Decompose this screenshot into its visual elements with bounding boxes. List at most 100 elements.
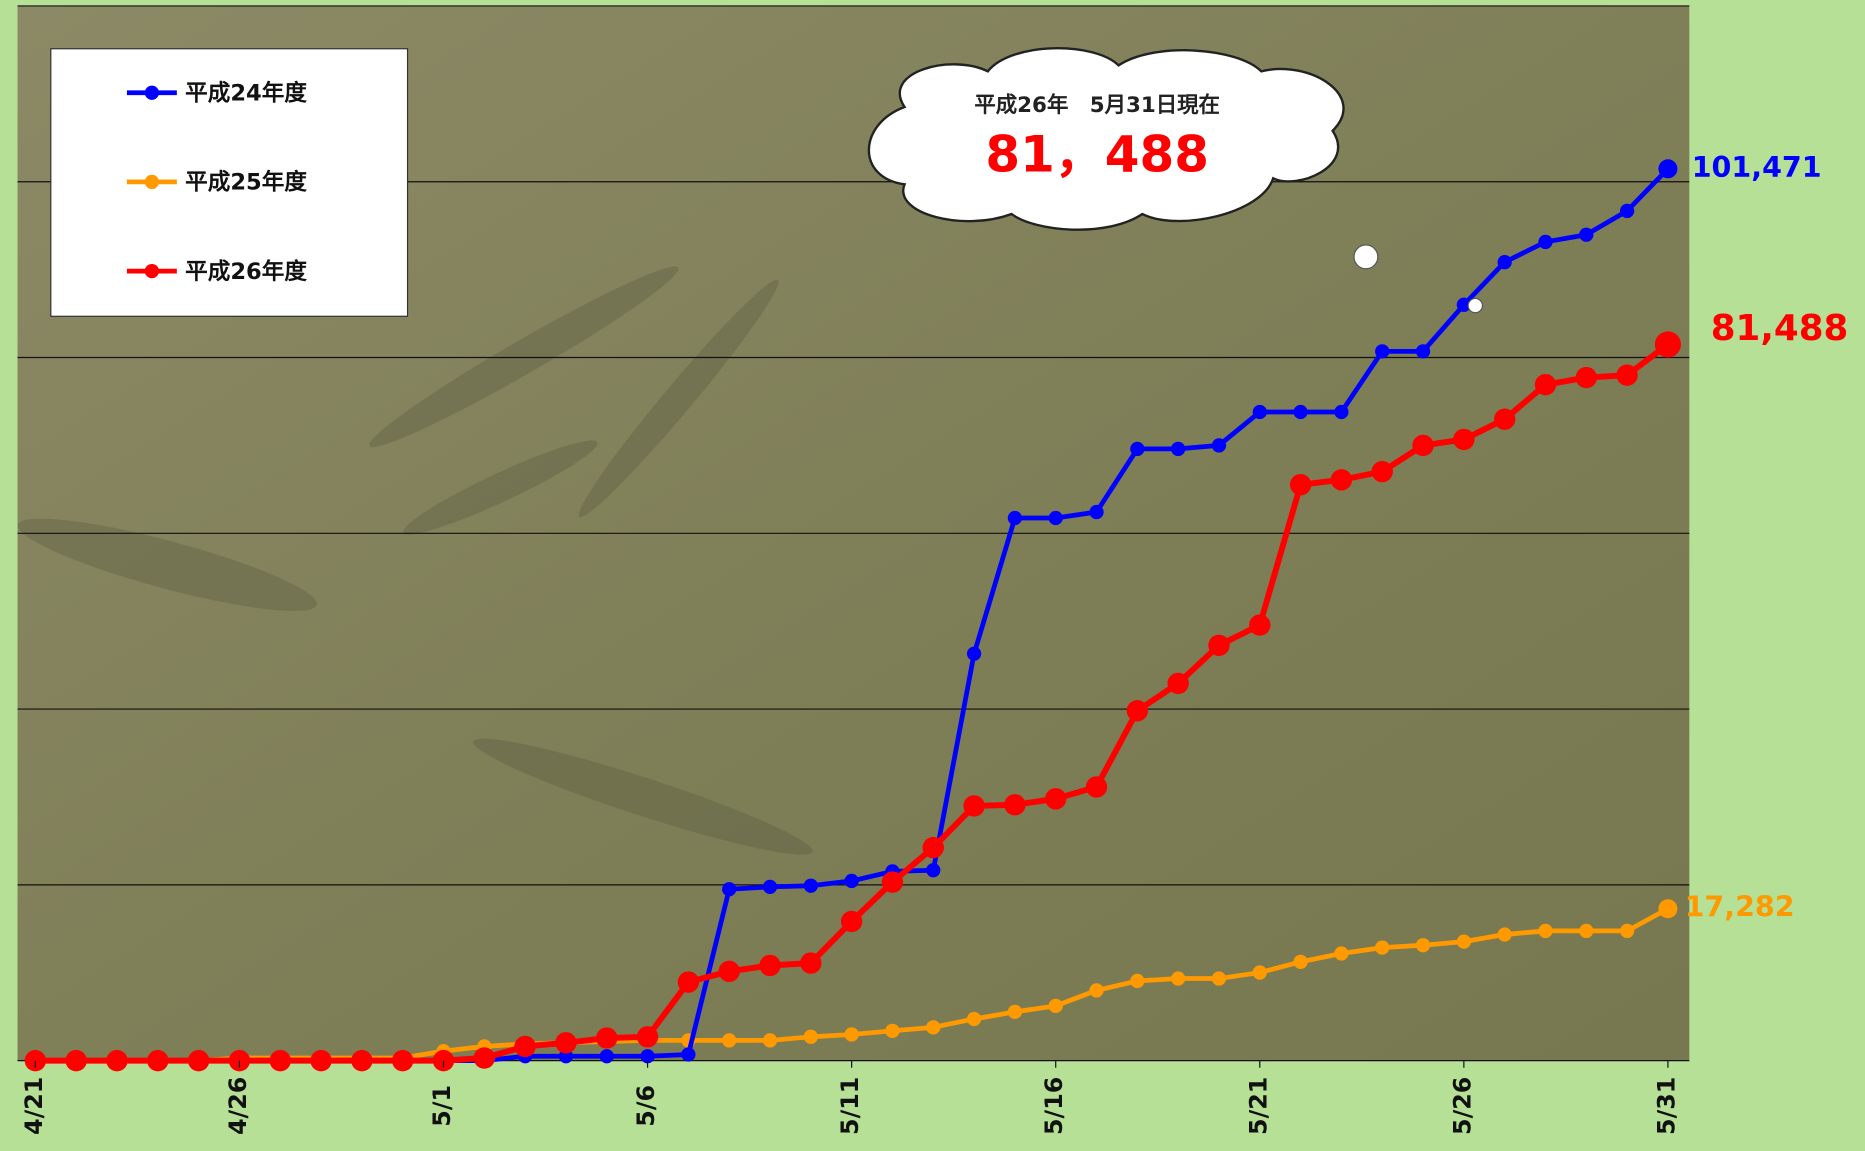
data-label: 81,488 <box>1711 308 1849 349</box>
series-marker <box>1375 344 1389 358</box>
x-tick-label: 5/11 <box>836 1077 864 1135</box>
x-tick-label: 5/6 <box>632 1085 660 1127</box>
legend-marker <box>145 175 159 189</box>
legend-label: 平成26年度 <box>185 258 307 285</box>
series-marker <box>1416 938 1430 952</box>
bubble-decoration <box>1354 245 1378 269</box>
series-marker <box>1290 474 1311 495</box>
series-marker <box>1212 971 1226 985</box>
series-marker <box>1658 159 1677 178</box>
series-marker <box>1049 999 1063 1013</box>
callout-date: 平成26年 5月31日現在 <box>974 92 1220 118</box>
series-marker <box>845 1027 859 1041</box>
series-marker <box>1171 442 1185 456</box>
series-marker <box>678 971 699 992</box>
series-marker <box>1008 1005 1022 1019</box>
x-tick-label: 4/26 <box>224 1077 252 1135</box>
series-marker <box>1253 405 1267 419</box>
series-marker <box>1089 505 1103 519</box>
series-marker <box>1008 511 1022 525</box>
series-marker <box>963 795 984 816</box>
series-marker <box>1045 788 1066 809</box>
series-marker <box>1089 983 1103 997</box>
series-marker <box>926 863 940 877</box>
series-marker <box>1130 442 1144 456</box>
series-marker <box>596 1027 617 1048</box>
series-marker <box>1372 461 1393 482</box>
page: 17,282101,47181,488 平成24年度平成25年度平成26年度 平… <box>0 0 1865 1151</box>
series-marker <box>310 1050 331 1071</box>
data-label: 17,282 <box>1685 891 1795 924</box>
series-marker <box>1655 331 1681 357</box>
series-marker <box>1416 344 1430 358</box>
series-marker <box>845 874 859 888</box>
series-marker <box>1375 940 1389 954</box>
series-marker <box>1253 965 1267 979</box>
series-marker <box>1208 635 1229 656</box>
chart: 17,282101,47181,488 平成24年度平成25年度平成26年度 平… <box>0 0 1865 1151</box>
series-marker <box>1004 794 1025 815</box>
series-marker <box>65 1050 86 1071</box>
series-marker <box>351 1050 372 1071</box>
series-marker <box>1167 673 1188 694</box>
series-marker <box>600 1049 614 1063</box>
series-marker <box>1494 409 1515 430</box>
series-marker <box>147 1050 168 1071</box>
series-marker <box>804 879 818 893</box>
series-marker <box>804 1030 818 1044</box>
series-marker <box>1412 435 1433 456</box>
series-marker <box>926 1020 940 1034</box>
series-marker <box>1579 228 1593 242</box>
x-tick-label: 4/21 <box>20 1077 48 1135</box>
series-marker <box>841 911 862 932</box>
series-marker <box>967 647 981 661</box>
series-marker <box>719 961 740 982</box>
series-marker <box>1293 405 1307 419</box>
series-marker <box>759 955 780 976</box>
series-marker <box>1658 899 1677 918</box>
series-marker <box>1127 700 1148 721</box>
x-tick-label: 5/21 <box>1244 1077 1272 1135</box>
data-label: 101,471 <box>1692 151 1822 184</box>
series-marker <box>555 1032 576 1053</box>
x-tick-label: 5/16 <box>1040 1077 1068 1135</box>
series-marker <box>514 1036 535 1057</box>
series-marker <box>1249 614 1270 635</box>
series-marker <box>1130 974 1144 988</box>
series-marker <box>763 1033 777 1047</box>
legend-marker <box>145 86 159 100</box>
series-marker <box>1171 971 1185 985</box>
series-marker <box>1498 927 1512 941</box>
series-marker <box>1538 924 1552 938</box>
series-marker <box>1293 955 1307 969</box>
series-marker <box>1331 469 1352 490</box>
series-marker <box>722 1033 736 1047</box>
series-marker <box>722 882 736 896</box>
series-marker <box>1579 924 1593 938</box>
series-marker <box>967 1012 981 1026</box>
series-marker <box>681 1047 695 1061</box>
legend-label: 平成24年度 <box>185 79 307 106</box>
series-marker <box>1457 934 1471 948</box>
series-marker <box>885 1024 899 1038</box>
x-tick-label: 5/1 <box>428 1085 456 1127</box>
series-marker <box>800 952 821 973</box>
legend-marker <box>145 264 159 278</box>
series-marker <box>1535 374 1556 395</box>
series-marker <box>1576 367 1597 388</box>
series-marker <box>923 837 944 858</box>
series-marker <box>188 1050 209 1071</box>
series-marker <box>270 1050 291 1071</box>
series-marker <box>1453 429 1474 450</box>
series-marker <box>1620 204 1634 218</box>
bubble-decoration <box>1468 298 1482 312</box>
callout-value: 81，488 <box>985 126 1209 184</box>
series-marker <box>1538 235 1552 249</box>
x-tick-label: 5/26 <box>1448 1077 1476 1135</box>
series-marker <box>882 871 903 892</box>
series-marker <box>106 1050 127 1071</box>
series-marker <box>392 1050 413 1071</box>
series-marker <box>1049 511 1063 525</box>
series-marker <box>637 1026 658 1047</box>
series-marker <box>1498 255 1512 269</box>
